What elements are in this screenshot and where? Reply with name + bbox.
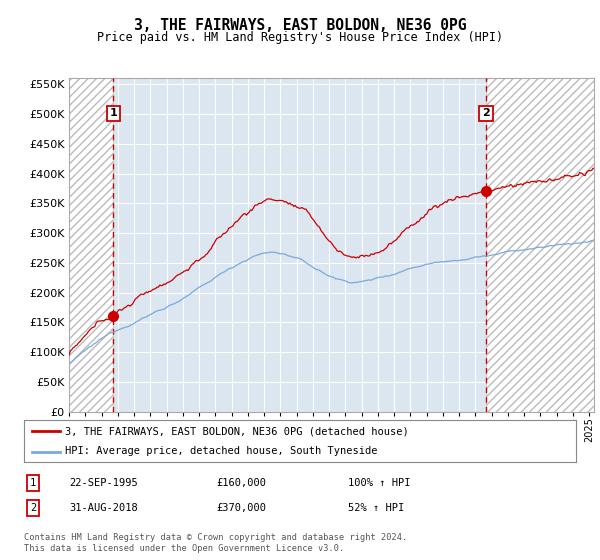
Text: 2: 2 <box>30 503 36 513</box>
Text: £160,000: £160,000 <box>216 478 266 488</box>
Text: 100% ↑ HPI: 100% ↑ HPI <box>348 478 410 488</box>
Text: 31-AUG-2018: 31-AUG-2018 <box>69 503 138 513</box>
Text: 3, THE FAIRWAYS, EAST BOLDON, NE36 0PG: 3, THE FAIRWAYS, EAST BOLDON, NE36 0PG <box>134 18 466 32</box>
Text: 22-SEP-1995: 22-SEP-1995 <box>69 478 138 488</box>
Text: 1: 1 <box>30 478 36 488</box>
Bar <box>486 78 594 412</box>
Text: 52% ↑ HPI: 52% ↑ HPI <box>348 503 404 513</box>
Text: 3, THE FAIRWAYS, EAST BOLDON, NE36 0PG (detached house): 3, THE FAIRWAYS, EAST BOLDON, NE36 0PG (… <box>65 426 409 436</box>
Text: 1: 1 <box>109 109 117 118</box>
Text: HPI: Average price, detached house, South Tyneside: HPI: Average price, detached house, Sout… <box>65 446 378 456</box>
Text: 2: 2 <box>482 109 490 118</box>
Text: Price paid vs. HM Land Registry's House Price Index (HPI): Price paid vs. HM Land Registry's House … <box>97 31 503 44</box>
Bar <box>69 78 113 412</box>
Text: £370,000: £370,000 <box>216 503 266 513</box>
Text: Contains HM Land Registry data © Crown copyright and database right 2024.
This d: Contains HM Land Registry data © Crown c… <box>24 533 407 553</box>
